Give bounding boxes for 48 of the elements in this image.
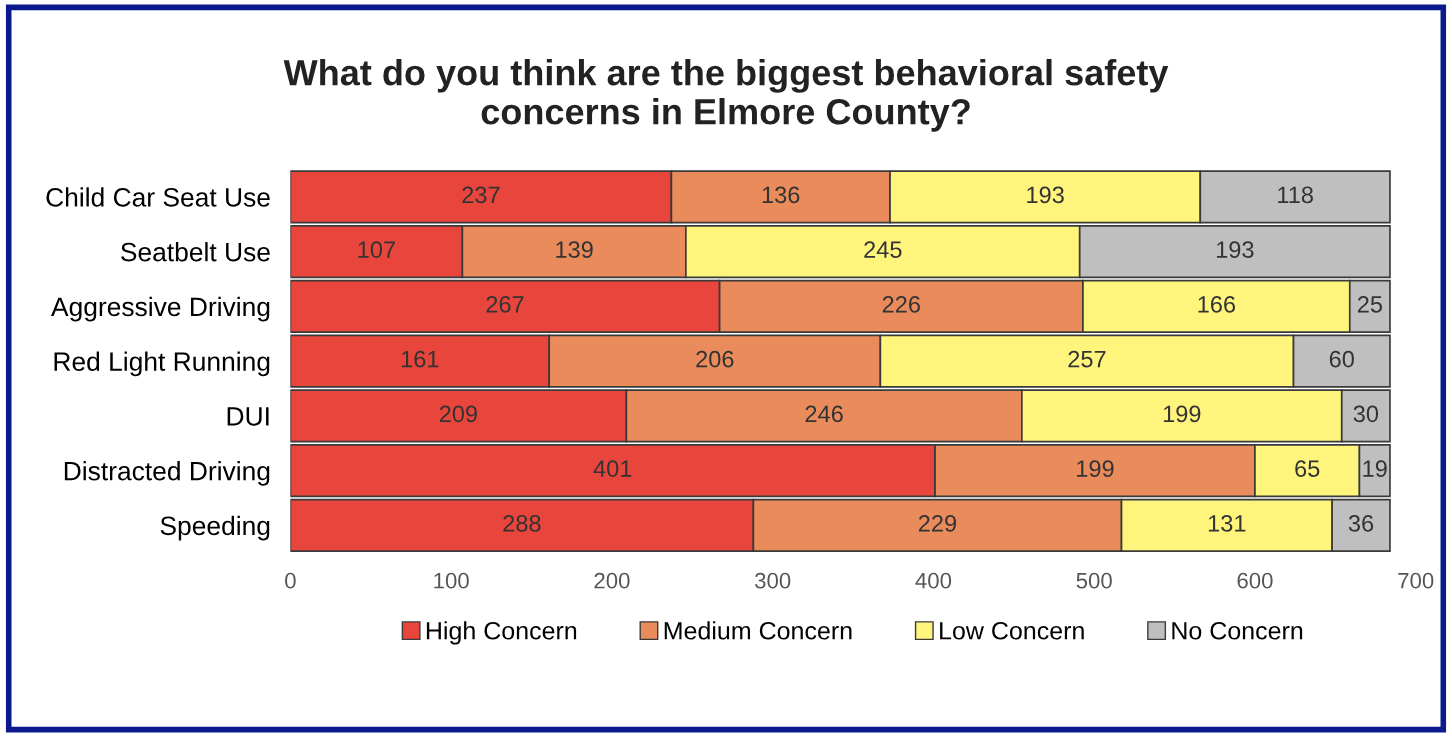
x-tick-label: 0: [285, 572, 296, 589]
y-tick-label: Seatbelt Use: [121, 242, 270, 262]
data-label: 257: [1068, 350, 1106, 368]
data-label: 193: [1216, 241, 1254, 258]
data-label: 193: [1027, 186, 1064, 204]
x-tick-label: 100: [434, 572, 469, 589]
y-tick-label: Aggressive Driving: [51, 296, 270, 322]
legend-label: Medium Concern: [664, 621, 852, 640]
data-label: 65: [1295, 460, 1320, 477]
data-label: 199: [1077, 460, 1114, 477]
data-label: 267: [486, 296, 524, 313]
data-label: 131: [1208, 514, 1246, 532]
data-label: 60: [1329, 350, 1354, 368]
y-tick-label: Distracted Driving: [64, 461, 270, 486]
data-label: 107: [358, 241, 395, 258]
y-tick-label: Speeding: [160, 515, 270, 541]
data-label: 206: [696, 350, 734, 368]
data-label: 229: [918, 514, 957, 532]
data-label: 161: [401, 350, 439, 368]
x-tick-label: 400: [915, 572, 952, 589]
data-label: 226: [882, 296, 920, 313]
data-label: 30: [1353, 405, 1379, 423]
data-label: 166: [1198, 296, 1236, 313]
data-label: 245: [864, 241, 902, 258]
x-tick-label: 500: [1076, 572, 1112, 589]
legend-label: High Concern: [426, 621, 577, 645]
y-tick-label: Red Light Running: [54, 351, 270, 377]
data-label: 237: [462, 186, 500, 204]
chart-title: What do you think are the biggest behavioral safety concerns in Elmore County?: [283, 58, 1169, 132]
legend-label: No Concern: [1172, 621, 1303, 640]
data-label: 209: [439, 405, 477, 423]
x-tick-label: 700: [1398, 572, 1434, 589]
data-label: 118: [1278, 186, 1313, 204]
data-label: 401: [593, 460, 632, 477]
data-label: 19: [1363, 460, 1387, 477]
data-label: 36: [1348, 514, 1374, 532]
data-label: 288: [503, 514, 541, 532]
data-label: 139: [556, 241, 593, 258]
data-label: 25: [1357, 296, 1383, 313]
data-label: 136: [762, 186, 800, 204]
legend-label: Low Concern: [940, 621, 1084, 640]
x-tick-label: 600: [1237, 572, 1273, 589]
y-tick-label: Child Car Seat Use: [46, 187, 270, 207]
x-tick-label: 300: [754, 572, 791, 589]
data-label: 199: [1163, 405, 1201, 423]
data-label: 246: [805, 405, 843, 423]
x-tick-label: 200: [594, 572, 630, 589]
y-tick-label: DUI: [227, 407, 269, 426]
